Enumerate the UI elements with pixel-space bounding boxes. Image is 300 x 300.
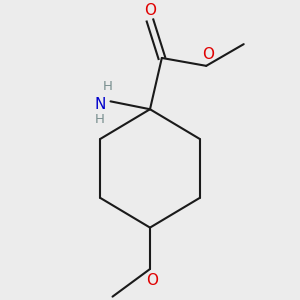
- Text: O: O: [144, 3, 156, 18]
- Text: H: H: [103, 80, 112, 93]
- Text: N: N: [94, 97, 105, 112]
- Text: O: O: [146, 273, 158, 288]
- Text: H: H: [95, 112, 105, 126]
- Text: O: O: [202, 46, 214, 62]
